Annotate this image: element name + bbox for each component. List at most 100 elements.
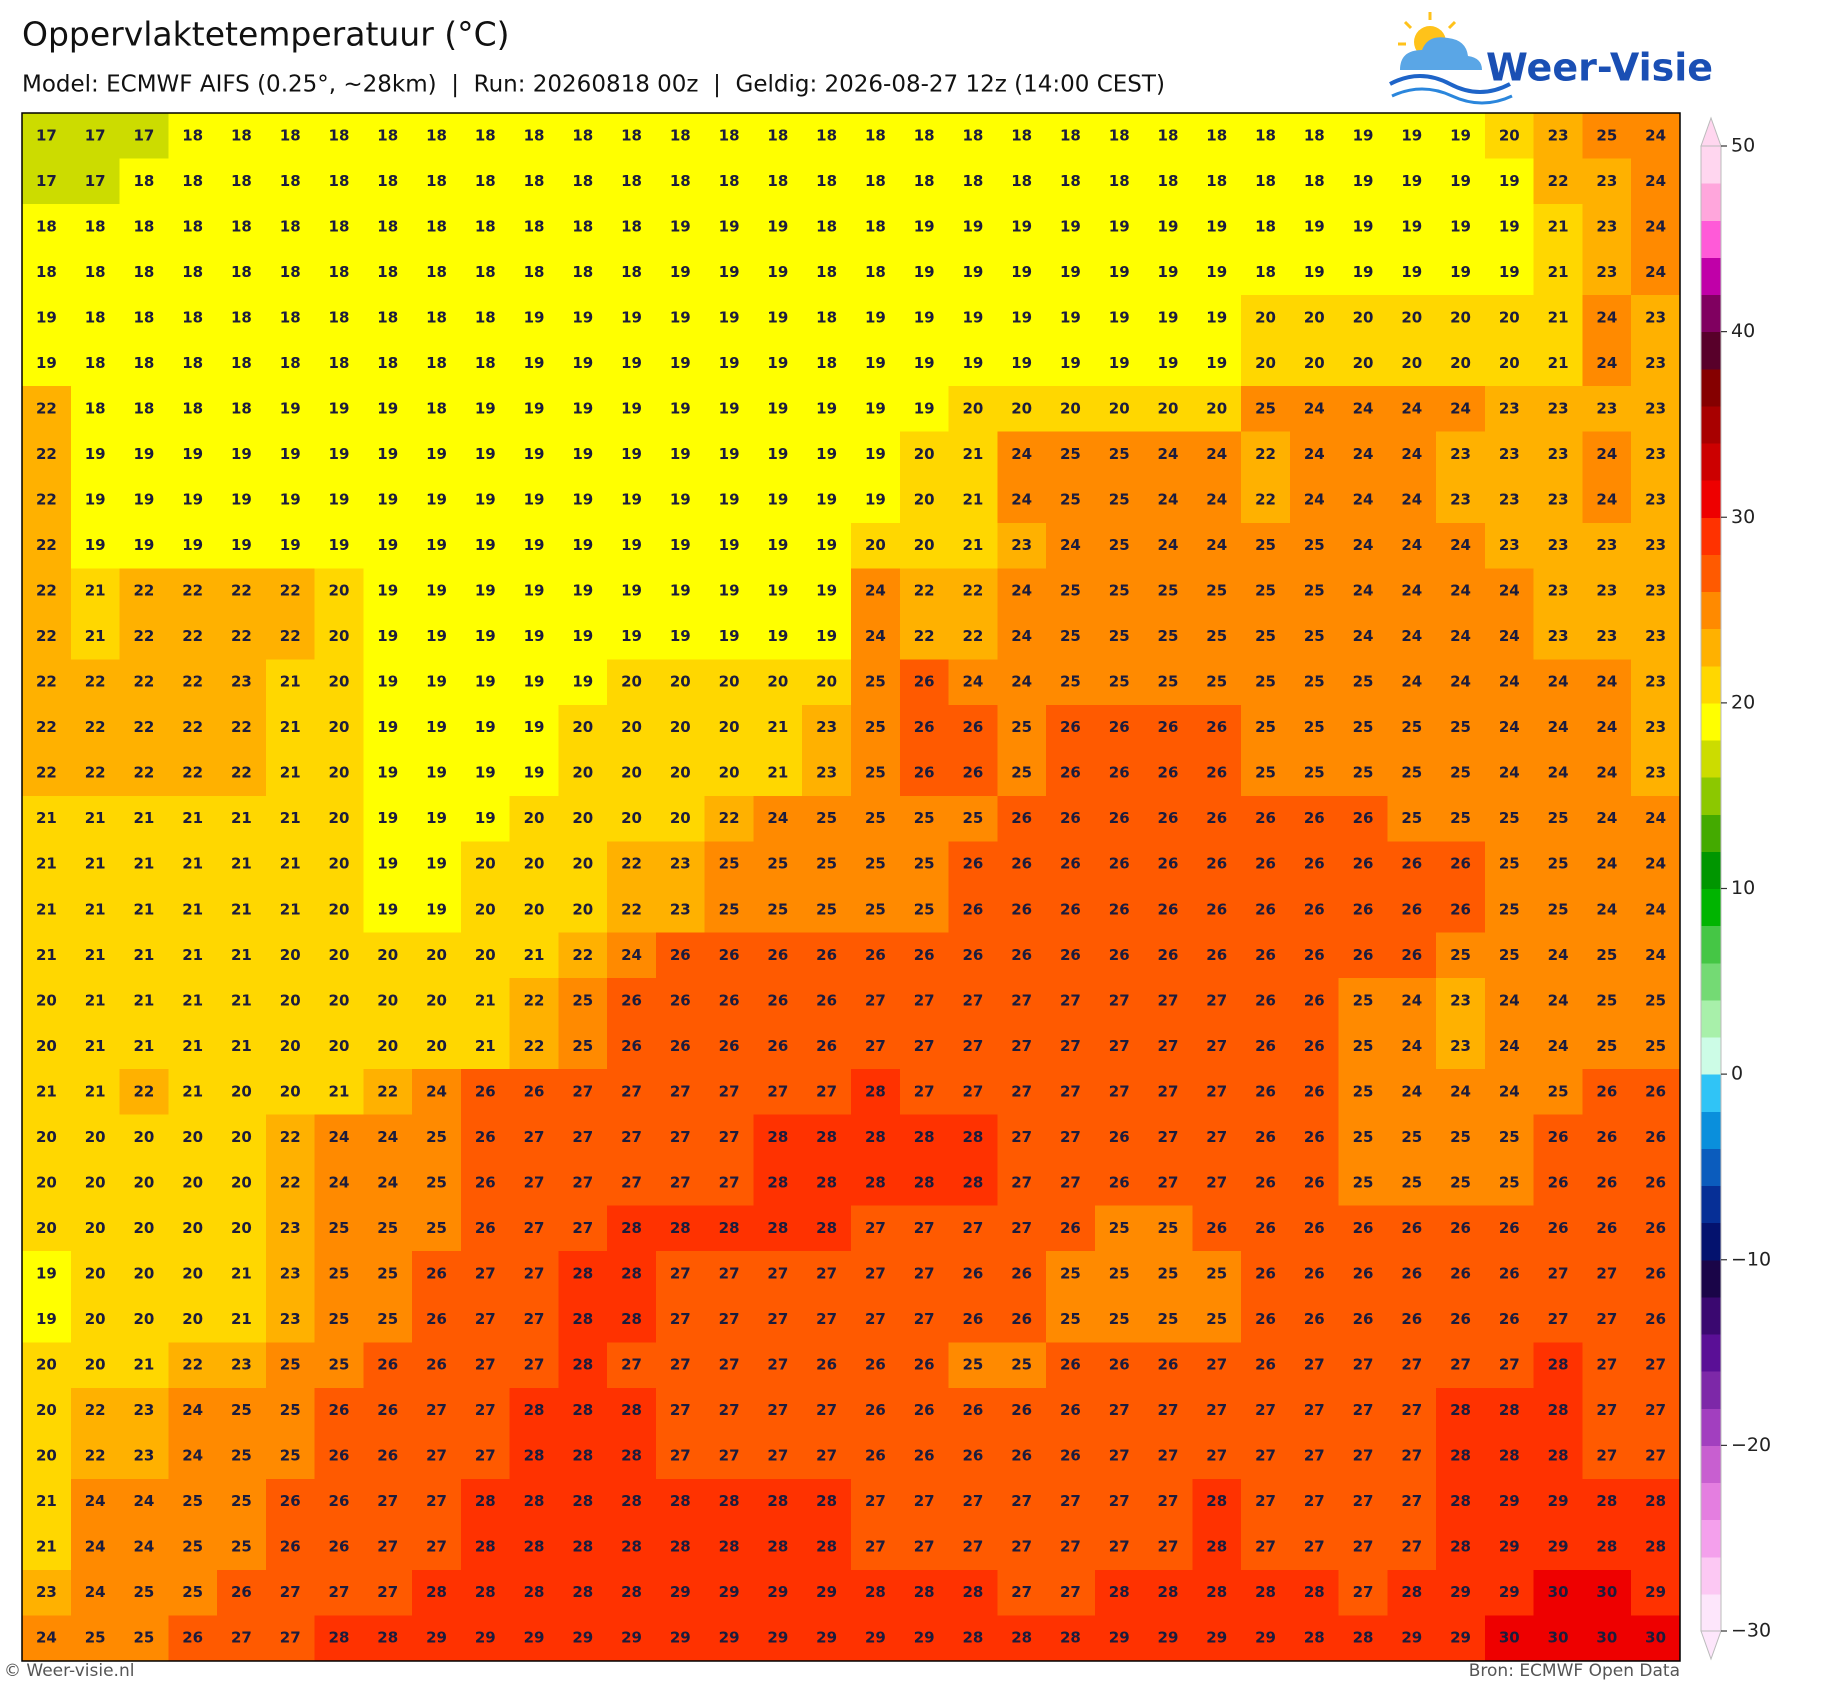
temperature-cell xyxy=(1241,1433,1291,1480)
temperature-cell xyxy=(1241,841,1291,888)
temperature-label: 20 xyxy=(426,946,447,964)
temperature-label: 26 xyxy=(377,1356,398,1374)
temperature-label: 24 xyxy=(1206,536,1227,554)
temperature-cell xyxy=(1289,1569,1340,1617)
temperature-label: 25 xyxy=(914,809,935,827)
temperature-label: 26 xyxy=(329,1492,350,1510)
temperature-label: 25 xyxy=(1645,1037,1666,1055)
temperature-cell xyxy=(1484,1160,1535,1207)
temperature-cell xyxy=(1387,386,1437,433)
temperature-label: 25 xyxy=(914,900,935,918)
temperature-label: 25 xyxy=(329,1356,350,1374)
temperature-cell xyxy=(607,113,657,160)
temperature-cell xyxy=(948,1478,998,1526)
temperature-cell xyxy=(1192,431,1242,478)
temperature-cell xyxy=(1046,204,1096,251)
temperature-cell xyxy=(851,1615,901,1662)
temperature-cell xyxy=(265,1251,316,1298)
temperature-cell xyxy=(1631,1387,1681,1434)
temperature-label: 30 xyxy=(1548,1629,1569,1647)
temperature-label: 17 xyxy=(36,126,57,144)
temperature-cell xyxy=(899,1205,950,1252)
temperature-cell xyxy=(460,568,511,615)
temperature-cell xyxy=(1436,522,1486,569)
temperature-cell xyxy=(509,1569,560,1617)
temperature-label: 20 xyxy=(914,491,935,509)
temperature-label: 18 xyxy=(133,172,154,190)
colorbar-tick-label: 20 xyxy=(1731,691,1755,713)
temperature-cell xyxy=(119,431,169,478)
temperature-label: 19 xyxy=(621,582,642,600)
temperature-label: 19 xyxy=(670,582,691,600)
temperature-label: 24 xyxy=(329,1173,350,1191)
temperature-cell xyxy=(70,659,121,706)
temperature-label: 25 xyxy=(1255,582,1276,600)
temperature-label: 19 xyxy=(36,1265,57,1283)
temperature-label: 20 xyxy=(670,673,691,691)
temperature-cell xyxy=(607,1160,657,1207)
temperature-cell xyxy=(1582,431,1632,478)
temperature-label: 19 xyxy=(1109,217,1130,235)
temperature-cell xyxy=(22,795,72,843)
temperature-cell xyxy=(948,1205,998,1252)
temperature-label: 27 xyxy=(524,1265,545,1283)
temperature-label: 27 xyxy=(719,1356,740,1374)
temperature-label: 18 xyxy=(621,172,642,190)
temperature-label: 28 xyxy=(1206,1538,1227,1556)
temperature-cell xyxy=(607,522,657,569)
temperature-label: 26 xyxy=(1304,1265,1325,1283)
temperature-cell xyxy=(1192,477,1242,524)
temperature-cell xyxy=(1289,1205,1340,1252)
temperature-label: 20 xyxy=(1450,308,1471,326)
temperature-cell xyxy=(1387,659,1437,706)
temperature-label: 24 xyxy=(182,1401,203,1419)
temperature-cell xyxy=(1533,1205,1584,1252)
temperature-cell xyxy=(265,386,316,433)
temperature-cell xyxy=(802,1114,852,1161)
temperature-cell xyxy=(168,568,218,615)
temperature-cell xyxy=(1094,477,1145,524)
temperature-label: 21 xyxy=(280,900,301,918)
temperature-cell xyxy=(363,1569,413,1617)
temperature-label: 27 xyxy=(1304,1492,1325,1510)
temperature-label: 28 xyxy=(621,1583,642,1601)
temperature-label: 19 xyxy=(524,627,545,645)
temperature-label: 25 xyxy=(1596,991,1617,1009)
temperature-label: 23 xyxy=(1499,445,1520,463)
temperature-cell xyxy=(1582,795,1632,843)
temperature-label: 20 xyxy=(85,1310,106,1328)
temperature-cell xyxy=(1094,1114,1145,1161)
temperature-cell xyxy=(119,750,169,797)
temperature-label: 18 xyxy=(231,308,252,326)
temperature-cell xyxy=(22,1387,72,1434)
temperature-label: 20 xyxy=(133,1219,154,1237)
temperature-cell xyxy=(1484,1251,1535,1298)
temperature-label: 28 xyxy=(621,1265,642,1283)
temperature-cell xyxy=(1533,295,1584,342)
temperature-label: 21 xyxy=(36,1538,57,1556)
temperature-label: 20 xyxy=(329,809,350,827)
temperature-label: 22 xyxy=(36,627,57,645)
temperature-label: 18 xyxy=(572,126,593,144)
temperature-cell xyxy=(265,1023,316,1070)
temperature-cell xyxy=(1241,1160,1291,1207)
temperature-label: 20 xyxy=(1450,354,1471,372)
temperature-label: 23 xyxy=(1596,217,1617,235)
temperature-cell xyxy=(1582,613,1632,660)
temperature-label: 20 xyxy=(1499,126,1520,144)
temperature-label: 26 xyxy=(1011,900,1032,918)
temperature-cell xyxy=(1631,1205,1681,1252)
temperature-label: 25 xyxy=(1255,536,1276,554)
temperature-cell xyxy=(607,704,657,752)
temperature-cell xyxy=(1582,1387,1632,1434)
temperature-label: 27 xyxy=(377,1492,398,1510)
temperature-cell xyxy=(1631,1342,1681,1389)
temperature-cell xyxy=(704,113,755,160)
temperature-cell xyxy=(1631,659,1681,706)
temperature-label: 22 xyxy=(231,582,252,600)
temperature-label: 19 xyxy=(1450,126,1471,144)
temperature-label: 23 xyxy=(133,1447,154,1465)
temperature-cell xyxy=(168,978,218,1025)
temperature-cell xyxy=(1631,978,1681,1025)
temperature-cell xyxy=(1143,1114,1193,1161)
